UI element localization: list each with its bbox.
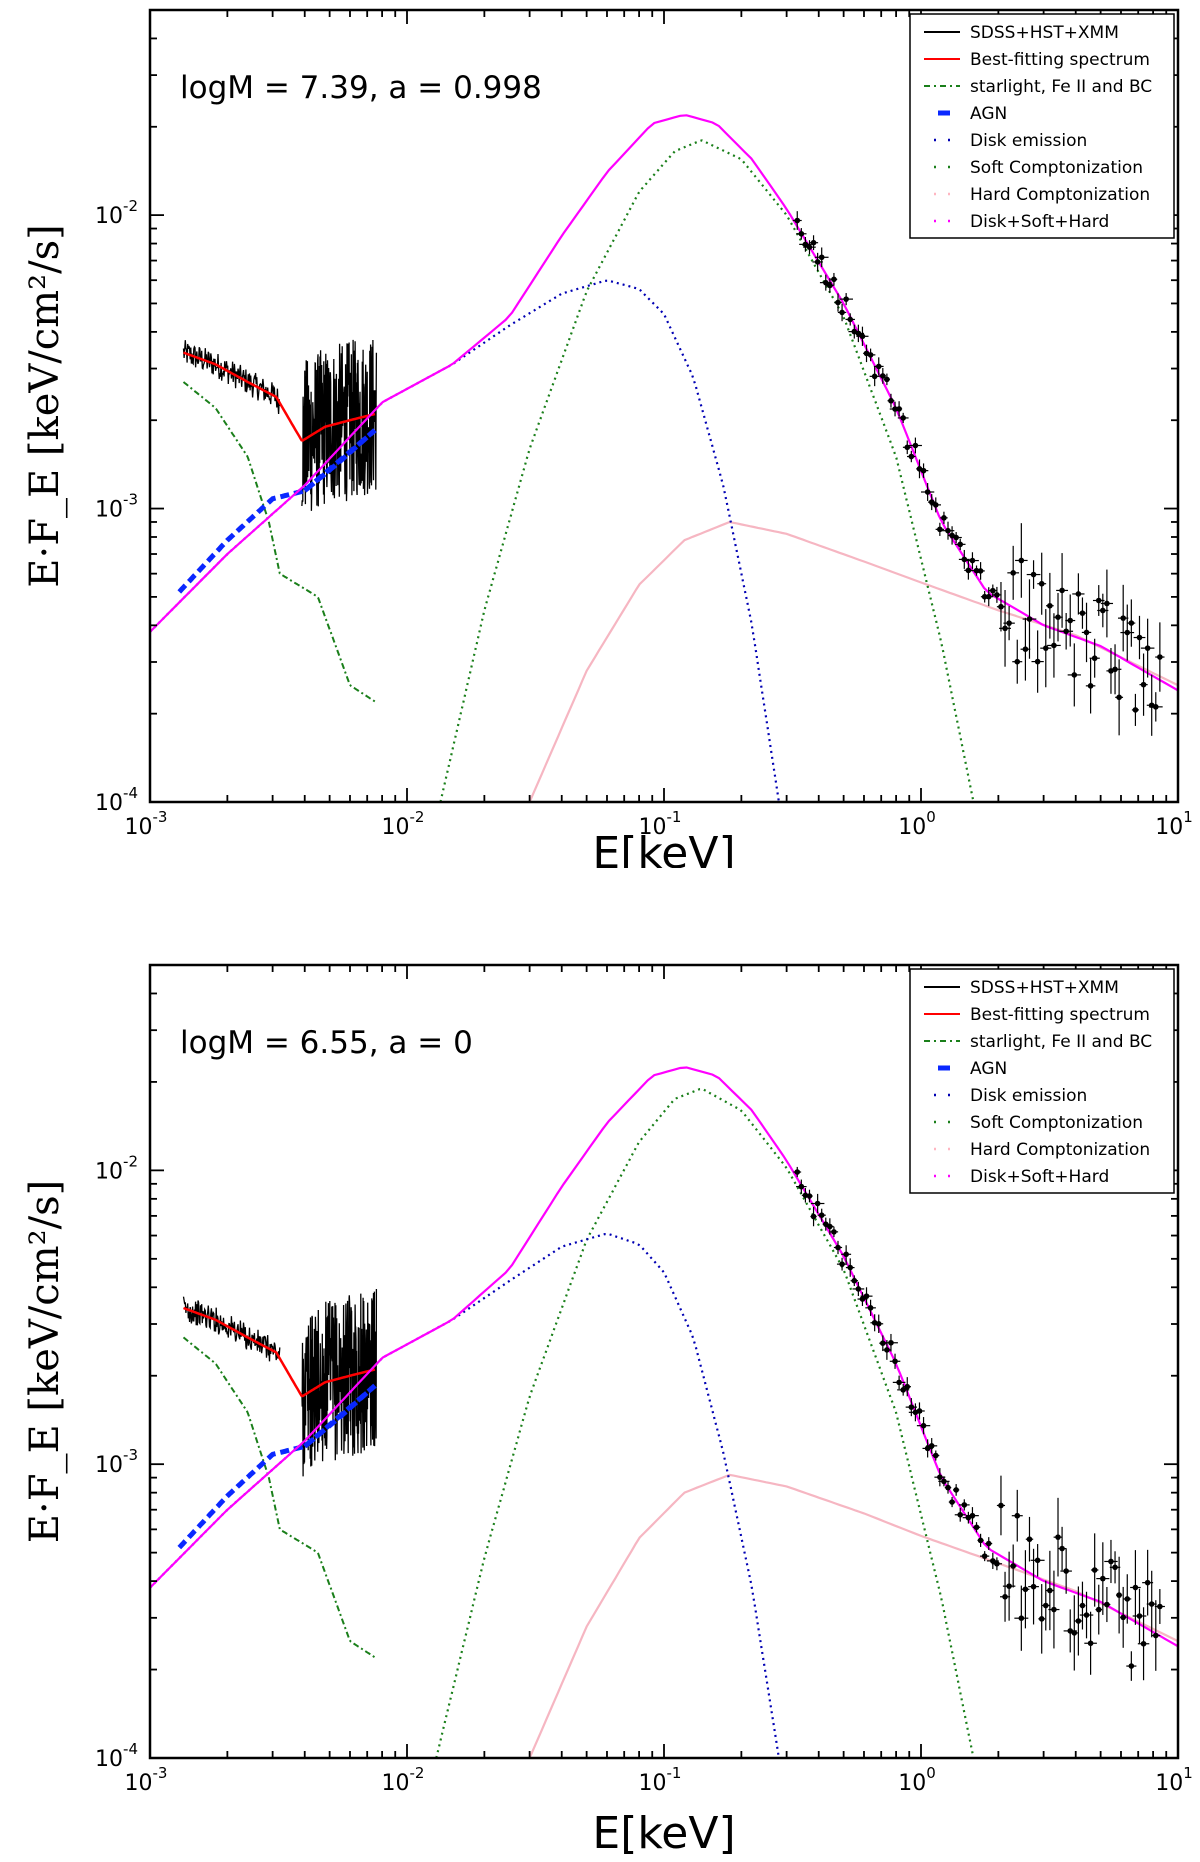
legend-label: Best-fitting spectrum [970, 1005, 1150, 1025]
legend-label: starlight, Fe II and BC [970, 1032, 1152, 1052]
observed-uv-spectrum [301, 339, 378, 511]
observed-uv-spectrum [301, 1288, 378, 1477]
series-disk-soft-hard [150, 114, 1178, 692]
x-tick-label: 10-2 [382, 808, 425, 840]
series-starlight-fe-ii-and-bc [182, 1336, 376, 1659]
x-tick-label: 100 [898, 808, 936, 840]
legend-label: Disk+Soft+Hard [970, 212, 1109, 232]
series-soft-comptonization [439, 139, 975, 802]
y-tick-label: 10-4 [95, 1740, 138, 1772]
series-soft-comptonization [435, 1087, 975, 1758]
legend-label: SDSS+HST+XMM [970, 978, 1119, 998]
x-tick-label: 100 [898, 1764, 936, 1796]
series-disk-emission [150, 1233, 780, 1758]
legend-label: Disk emission [970, 131, 1087, 151]
x-tick-label: 101 [1155, 808, 1193, 840]
y-tick-label: 10-4 [95, 784, 138, 816]
series-disk-emission [150, 279, 780, 802]
y-axis: 10-4 10-3 10-2 [95, 9, 1178, 816]
series-starlight-fe-ii-and-bc [182, 381, 376, 703]
legend-label: Soft Comptonization [970, 1113, 1143, 1133]
x-axis: 10-3 10-2 10-1 100 101 [125, 965, 1193, 1796]
series-hard-comptonization [528, 520, 1178, 802]
panel-annotation: logM = 6.55, a = 0 [180, 1025, 473, 1061]
legend-label: Best-fitting spectrum [970, 50, 1150, 70]
series-best-fitting-spectrum [183, 1306, 376, 1398]
observed-optical-spectrum [182, 1296, 281, 1362]
x-axis-label: E[keV] [592, 1808, 735, 1859]
observed-optical-spectrum [182, 340, 281, 415]
x-tick-label: 10-3 [125, 808, 168, 840]
x-axis: 10-3 10-2 10-1 100 101 [125, 10, 1193, 840]
plot-area [150, 114, 1178, 802]
legend-label: AGN [970, 1059, 1007, 1079]
x-tick-label: 10-1 [639, 808, 682, 840]
series-disk-soft-hard [150, 1066, 1178, 1648]
x-tick-label: 101 [1155, 1764, 1193, 1796]
series-best-fitting-spectrum [183, 351, 376, 442]
legend-label: Hard Comptonization [970, 1140, 1150, 1160]
series-agn-uv [303, 1383, 377, 1449]
legend-label: AGN [970, 104, 1007, 124]
y-tick-label: 10-3 [95, 1446, 138, 1478]
y-tick-label: 10-2 [95, 1152, 138, 1184]
series-hard-comptonization [528, 1473, 1178, 1758]
plot-area [150, 1066, 1178, 1758]
y-tick-label: 10-3 [95, 491, 138, 523]
x-tick-label: 10-3 [125, 1764, 168, 1796]
legend: SDSS+HST+XMM Best-fitting spectrum starlig… [909, 968, 1175, 1194]
series-agn-uv [303, 428, 377, 493]
y-tick-label: 10-2 [95, 197, 138, 229]
x-axis-label: E[keV] [592, 828, 735, 879]
y-axis: 10-4 10-3 10-2 [95, 964, 1178, 1772]
xray-data-points [793, 1166, 1165, 1681]
xray-data-points [792, 211, 1165, 736]
legend: SDSS+HST+XMM Best-fitting spectrum starlig… [909, 13, 1175, 239]
legend-label: Disk+Soft+Hard [970, 1167, 1109, 1187]
x-tick-label: 10-2 [382, 1764, 425, 1796]
y-axis-label: E·F_E [keV/cm²/s] [22, 224, 68, 587]
legend-label: Soft Comptonization [970, 158, 1143, 178]
x-tick-label: 10-1 [639, 1764, 682, 1796]
panel-annotation: logM = 7.39, a = 0.998 [180, 70, 542, 106]
y-axis-label: E·F_E [keV/cm²/s] [22, 1180, 68, 1543]
legend-label: starlight, Fe II and BC [970, 77, 1152, 97]
legend-label: Disk emission [970, 1086, 1087, 1106]
legend-label: Hard Comptonization [970, 185, 1150, 205]
legend-label: SDSS+HST+XMM [970, 23, 1119, 43]
